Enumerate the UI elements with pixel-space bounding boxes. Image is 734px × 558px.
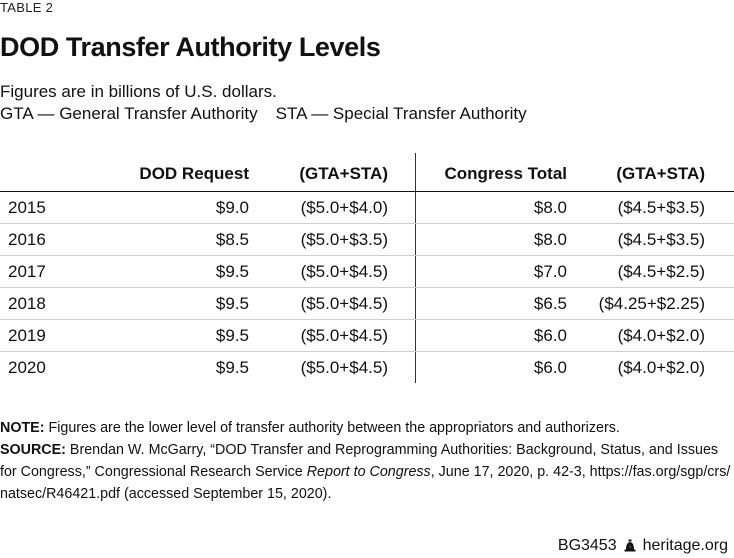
- notes-block: NOTE: Figures are the lower level of tra…: [0, 417, 734, 505]
- sta-definition: STA — Special Transfer Authority: [275, 104, 527, 123]
- note-line: NOTE: Figures are the lower level of tra…: [0, 417, 734, 439]
- cell-year: 2018: [8, 293, 46, 313]
- source-text-2a: for Congress,” Congressional Research Se…: [0, 464, 307, 480]
- footer: BG3453 heritage.org: [558, 537, 728, 555]
- cell-congress-total: $6.5: [533, 293, 567, 313]
- cell-dod-request: $9.5: [215, 325, 249, 345]
- cell-dod-request: $9.5: [215, 293, 249, 313]
- table-row: 2020 $9.5 ($5.0+$4.5) $6.0 ($4.0+$2.0): [0, 352, 734, 384]
- cell-dod-gta-sta: ($5.0+$4.5): [300, 325, 388, 345]
- cell-congress-gta-sta: ($4.0+$2.0): [617, 325, 705, 345]
- page-title: DOD Transfer Authority Levels: [0, 32, 381, 62]
- subtitle-legend: GTA — General Transfer Authority STA — Sp…: [0, 104, 527, 124]
- subtitle-units: Figures are in billions of U.S. dollars.: [0, 82, 277, 101]
- cell-year: 2016: [8, 229, 46, 249]
- cell-congress-gta-sta: ($4.0+$2.0): [617, 358, 705, 377]
- cell-dod-request: $9.0: [215, 197, 249, 217]
- header-dod-request: DOD Request: [139, 164, 249, 183]
- cell-dod-request: $9.5: [215, 358, 249, 377]
- cell-congress-gta-sta: ($4.5+$2.5): [617, 261, 705, 281]
- cell-congress-gta-sta: ($4.5+$3.5): [617, 197, 705, 217]
- header-congress-gta-sta: (GTA+STA): [616, 164, 705, 183]
- footer-site: heritage.org: [642, 537, 728, 554]
- cell-year: 2015: [8, 197, 46, 217]
- cell-congress-total: $6.0: [533, 358, 567, 377]
- cell-congress-total: $8.0: [533, 229, 567, 249]
- cell-dod-request: $8.5: [215, 229, 249, 249]
- table-row: 2018 $9.5 ($5.0+$4.5) $6.5 ($4.25+$2.25): [0, 288, 734, 320]
- source-text-2b: , June 17, 2020, p. 42-3, https://fas.or…: [430, 464, 731, 480]
- table-row: 2019 $9.5 ($5.0+$4.5) $6.0 ($4.0+$2.0): [0, 320, 734, 352]
- header-dod-gta-sta: (GTA+STA): [299, 164, 388, 183]
- cell-dod-gta-sta: ($5.0+$4.5): [300, 358, 388, 377]
- column-divider: [415, 153, 416, 383]
- table-row: 2017 $9.5 ($5.0+$4.5) $7.0 ($4.5+$2.5): [0, 256, 734, 288]
- cell-congress-total: $8.0: [533, 197, 567, 217]
- source-line-1: SOURCE: Brendan W. McGarry, “DOD Transfe…: [0, 439, 734, 461]
- table-row: 2015 $9.0 ($5.0+$4.0) $8.0 ($4.5+$3.5): [0, 192, 734, 224]
- source-label: SOURCE:: [0, 442, 66, 458]
- cell-dod-gta-sta: ($5.0+$4.5): [300, 261, 388, 281]
- cell-year: 2019: [8, 325, 46, 345]
- note-text: Figures are the lower level of transfer …: [44, 420, 620, 436]
- source-text-1: Brendan W. McGarry, “DOD Transfer and Re…: [65, 442, 719, 458]
- cell-dod-gta-sta: ($5.0+$4.0): [300, 197, 388, 217]
- cell-congress-total: $7.0: [533, 261, 567, 281]
- cell-year: 2017: [8, 261, 46, 281]
- source-report-title: Report to Congress: [306, 464, 431, 480]
- source-line-3: natsec/R46421.pdf (accessed September 15…: [0, 486, 332, 502]
- table-header-row: DOD Request (GTA+STA) Congress Total (GT…: [0, 160, 734, 192]
- header-congress-total: Congress Total: [444, 164, 567, 183]
- cell-congress-gta-sta: ($4.5+$3.5): [617, 229, 705, 249]
- cell-congress-total: $6.0: [533, 325, 567, 345]
- source-line-2: for Congress,” Congressional Research Se…: [0, 461, 734, 483]
- note-label: NOTE:: [0, 420, 45, 436]
- gta-definition: GTA — General Transfer Authority: [0, 104, 258, 123]
- cell-dod-request: $9.5: [215, 261, 249, 281]
- cell-dod-gta-sta: ($5.0+$4.5): [300, 293, 388, 313]
- table-label: TABLE 2: [0, 0, 54, 15]
- liberty-bell-icon: [624, 539, 636, 552]
- cell-dod-gta-sta: ($5.0+$3.5): [300, 229, 388, 249]
- cell-year: 2020: [8, 358, 46, 377]
- data-table: DOD Request (GTA+STA) Congress Total (GT…: [0, 160, 734, 384]
- cell-congress-gta-sta: ($4.25+$2.25): [598, 293, 705, 313]
- table-row: 2016 $8.5 ($5.0+$3.5) $8.0 ($4.5+$3.5): [0, 224, 734, 256]
- footer-code: BG3453: [557, 537, 617, 554]
